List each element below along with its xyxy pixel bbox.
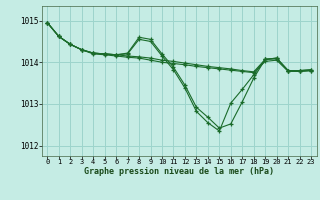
X-axis label: Graphe pression niveau de la mer (hPa): Graphe pression niveau de la mer (hPa) bbox=[84, 167, 274, 176]
